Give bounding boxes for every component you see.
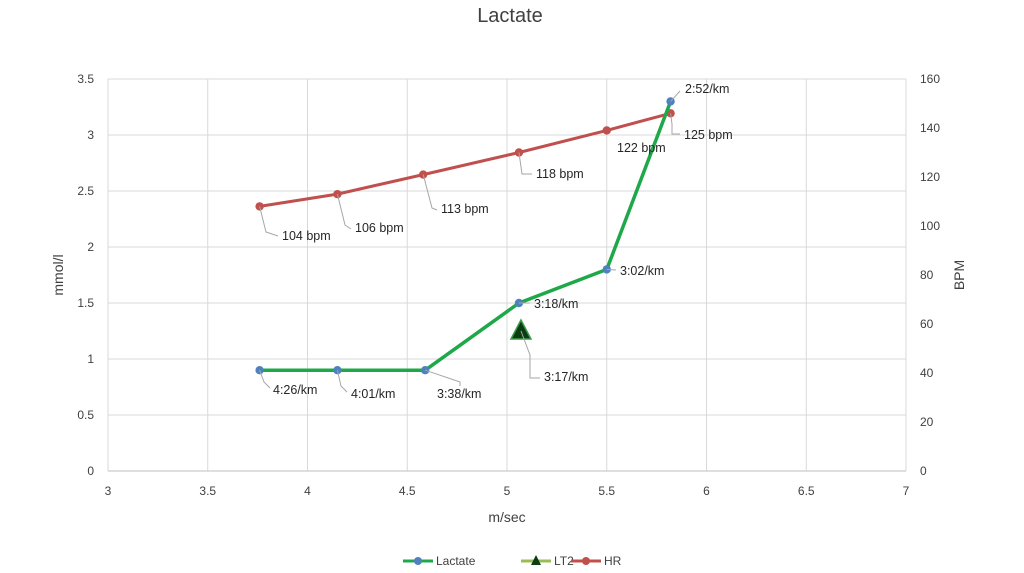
data-label-hr: 104 bpm	[282, 229, 331, 243]
y2-tick-label: 20	[920, 415, 934, 429]
leader-line	[336, 370, 348, 393]
data-label-lactate: 4:26/km	[273, 383, 317, 397]
data-label-layer: 4:26/km 4:01/km 3:38/km 3:18/km 3:02/km 2:52/…	[259, 82, 733, 401]
data-label-hr: 118 bpm	[536, 167, 584, 181]
leader-line	[520, 330, 540, 379]
y2-tick-label: 120	[920, 170, 940, 184]
data-label-lt2: 3:17/km	[544, 370, 588, 384]
y2-axis-title: BPM	[951, 260, 967, 290]
y-tick-label: 1	[87, 352, 94, 366]
x-tick-label: 3	[105, 484, 112, 498]
data-label-lactate: 2:52/km	[685, 82, 729, 96]
y2-tick-label: 0	[920, 464, 927, 478]
x-tick-label: 6.5	[798, 484, 815, 498]
data-label-hr: 125 bpm	[684, 128, 733, 142]
data-label-lactate: 4:01/km	[351, 387, 395, 401]
data-label-hr: 113 bpm	[441, 202, 489, 216]
y-tick-label: 0.5	[77, 408, 94, 422]
leader-line	[670, 113, 680, 135]
x-tick-label: 6	[703, 484, 710, 498]
y2-tick-label: 40	[920, 366, 934, 380]
leader-line	[518, 152, 532, 175]
y2-tick-label: 140	[920, 121, 940, 135]
y2-tick-label: 100	[920, 219, 940, 233]
series-line-hr	[258, 111, 673, 208]
y-tick-label: 0	[87, 464, 94, 478]
legend-label: LT2	[554, 554, 574, 568]
y-tick-label: 2	[87, 240, 94, 254]
legend[interactable]: Lactate LT2 HR	[403, 554, 622, 568]
data-label-lactate: 3:02/km	[620, 264, 664, 278]
y-tick-label: 3.5	[77, 72, 94, 86]
legend-item-lt2[interactable]: LT2	[521, 554, 574, 568]
data-point-lactate	[421, 366, 430, 375]
series-line-lactate	[257, 99, 673, 372]
leader-line	[670, 90, 681, 102]
data-point-hr	[419, 170, 428, 179]
y-tick-label: 2.5	[77, 184, 94, 198]
y2-tick-label: 60	[920, 317, 934, 331]
data-point-lt2	[509, 318, 533, 340]
legend-label: HR	[604, 554, 622, 568]
grid-layer	[107, 78, 907, 472]
y-tick-label: 1.5	[77, 296, 94, 310]
legend-marker	[582, 557, 590, 565]
leader-line	[422, 174, 438, 211]
legend-label: Lactate	[436, 554, 476, 568]
legend-marker	[414, 557, 422, 565]
x-tick-label: 4.5	[399, 484, 416, 498]
legend-marker	[531, 555, 541, 565]
leader-line	[259, 206, 279, 237]
leader-line	[425, 369, 461, 386]
data-label-lactate: 3:38/km	[437, 387, 481, 401]
axis-layer: 00.511.522.533.53 3.5 4 4.5 5 5.5 6 6.5 70204060…	[77, 72, 940, 498]
series-layer	[255, 97, 675, 375]
leader-line	[259, 370, 271, 389]
y-axis-title: mmol/l	[50, 254, 66, 295]
x-tick-label: 3.5	[199, 484, 216, 498]
y2-tick-label: 80	[920, 268, 934, 282]
x-tick-label: 7	[903, 484, 910, 498]
x-axis-title: m/sec	[488, 509, 525, 525]
chart-title: Lactate	[477, 5, 543, 27]
y-tick-label: 3	[87, 128, 94, 142]
data-label-hr: 122 bpm	[617, 141, 666, 155]
data-label-lactate: 3:18/km	[534, 297, 578, 311]
data-point-hr	[602, 126, 611, 135]
x-tick-label: 4	[304, 484, 311, 498]
leader-line	[606, 268, 617, 271]
x-tick-label: 5	[504, 484, 511, 498]
legend-item-lactate[interactable]: Lactate	[403, 554, 476, 568]
x-tick-label: 5.5	[598, 484, 615, 498]
data-point-lactate	[602, 265, 611, 274]
data-label-hr: 106 bpm	[355, 221, 404, 235]
y2-tick-label: 160	[920, 72, 940, 86]
leader-line	[336, 194, 352, 230]
legend-item-hr[interactable]: HR	[571, 554, 622, 568]
